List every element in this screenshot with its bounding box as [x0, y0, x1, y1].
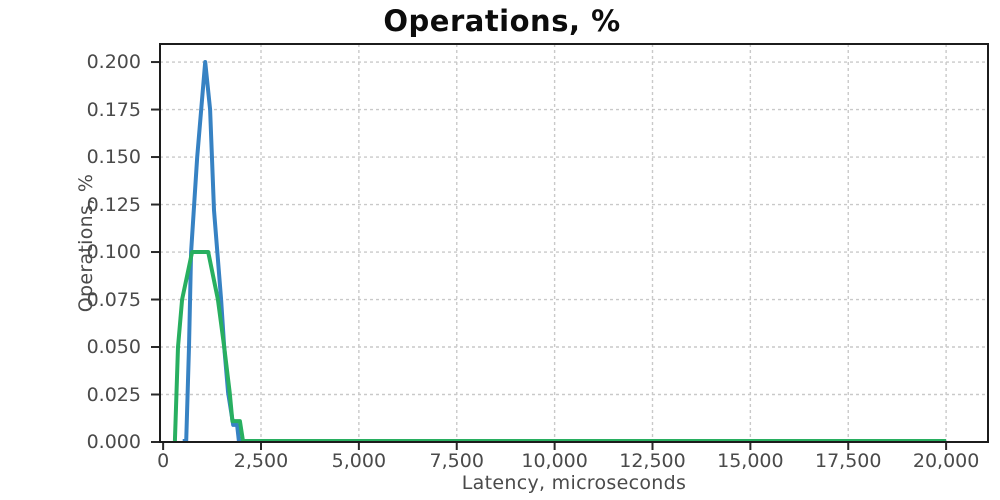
green-series-line — [172, 250, 947, 443]
x-tick-label: 0 — [157, 450, 170, 472]
y-tick-label: 0.000 — [86, 431, 141, 453]
y-tick-label: 0.150 — [86, 146, 141, 169]
chart-title: Operations, % — [383, 4, 621, 38]
y-axis-title: Operations, % — [75, 173, 97, 313]
y-tick-label: 0.125 — [86, 193, 141, 216]
x-tick-label: 12,500 — [619, 450, 686, 472]
x-tick-label: 15,000 — [717, 450, 784, 472]
y-tick-label: 0.025 — [86, 383, 141, 406]
plot-frame — [159, 43, 989, 443]
y-tick-label: 0.050 — [86, 336, 141, 358]
x-axis-title: Latency, microseconds — [461, 472, 687, 494]
blue-series-line — [182, 60, 947, 443]
x-tick-label: 20,000 — [912, 450, 980, 472]
y-tick-label: 0.075 — [86, 288, 141, 311]
x-tick-label: 17,500 — [814, 450, 882, 472]
y-tick-label: 0.100 — [86, 241, 141, 264]
y-tick-label: 0.175 — [86, 98, 141, 121]
x-tick-label: 10,000 — [521, 450, 588, 472]
x-tick-label: 2,500 — [233, 450, 289, 472]
y-tick-label: 0.200 — [86, 51, 141, 74]
x-tick-label: 5,000 — [331, 450, 387, 472]
x-tick-label: 7,500 — [429, 450, 484, 472]
